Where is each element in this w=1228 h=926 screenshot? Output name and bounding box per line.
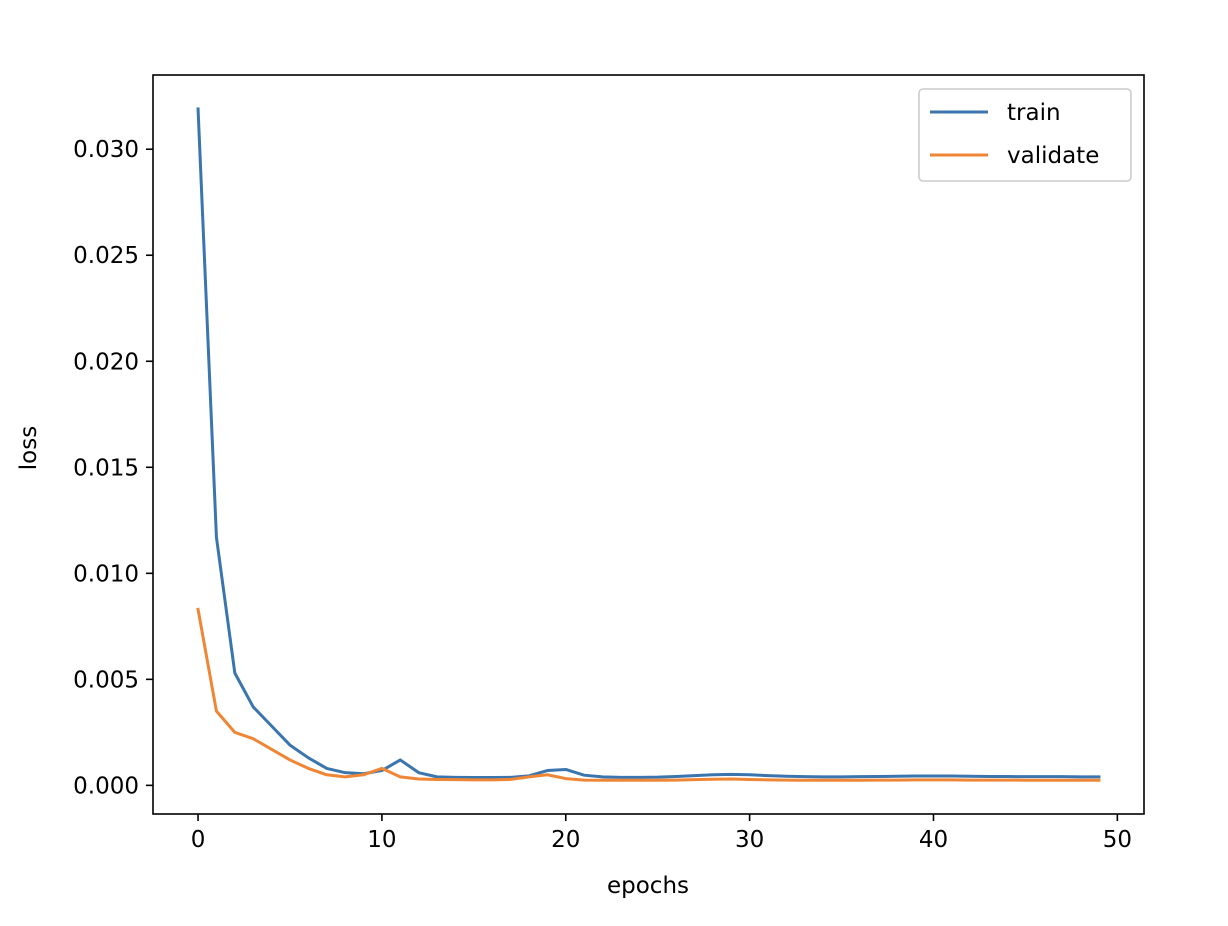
x-axis-ticks: 0 10 20 30 40 50 <box>191 814 1132 853</box>
x-tick-label: 20 <box>551 827 580 853</box>
series-line-validate <box>196 607 1101 782</box>
y-axis-ticks: 0.000 0.005 0.010 0.015 0.020 0.025 0.030 <box>73 137 153 799</box>
y-tick-label: 0.025 <box>73 243 139 269</box>
legend-label-validate: validate <box>1007 143 1099 169</box>
x-axis-label: epochs <box>607 873 689 899</box>
series-line-train <box>196 107 1101 780</box>
x-tick-label: 10 <box>367 827 396 853</box>
legend: train validate <box>918 88 1132 182</box>
y-axis-label: loss <box>16 426 42 470</box>
y-tick-label: 0.020 <box>73 349 139 375</box>
x-tick-label: 30 <box>735 827 764 853</box>
x-tick-label: 40 <box>919 827 948 853</box>
y-tick-label: 0.005 <box>73 667 139 693</box>
y-tick-label: 0.010 <box>73 561 139 587</box>
y-tick-label: 0.000 <box>73 773 139 799</box>
y-tick-label: 0.015 <box>73 455 139 481</box>
plot-frame <box>152 74 1145 815</box>
x-tick-label: 0 <box>191 827 206 853</box>
legend-label-train: train <box>1007 100 1061 126</box>
series-layer <box>196 107 1101 782</box>
x-tick-label: 50 <box>1103 827 1132 853</box>
y-tick-label: 0.030 <box>73 137 139 163</box>
